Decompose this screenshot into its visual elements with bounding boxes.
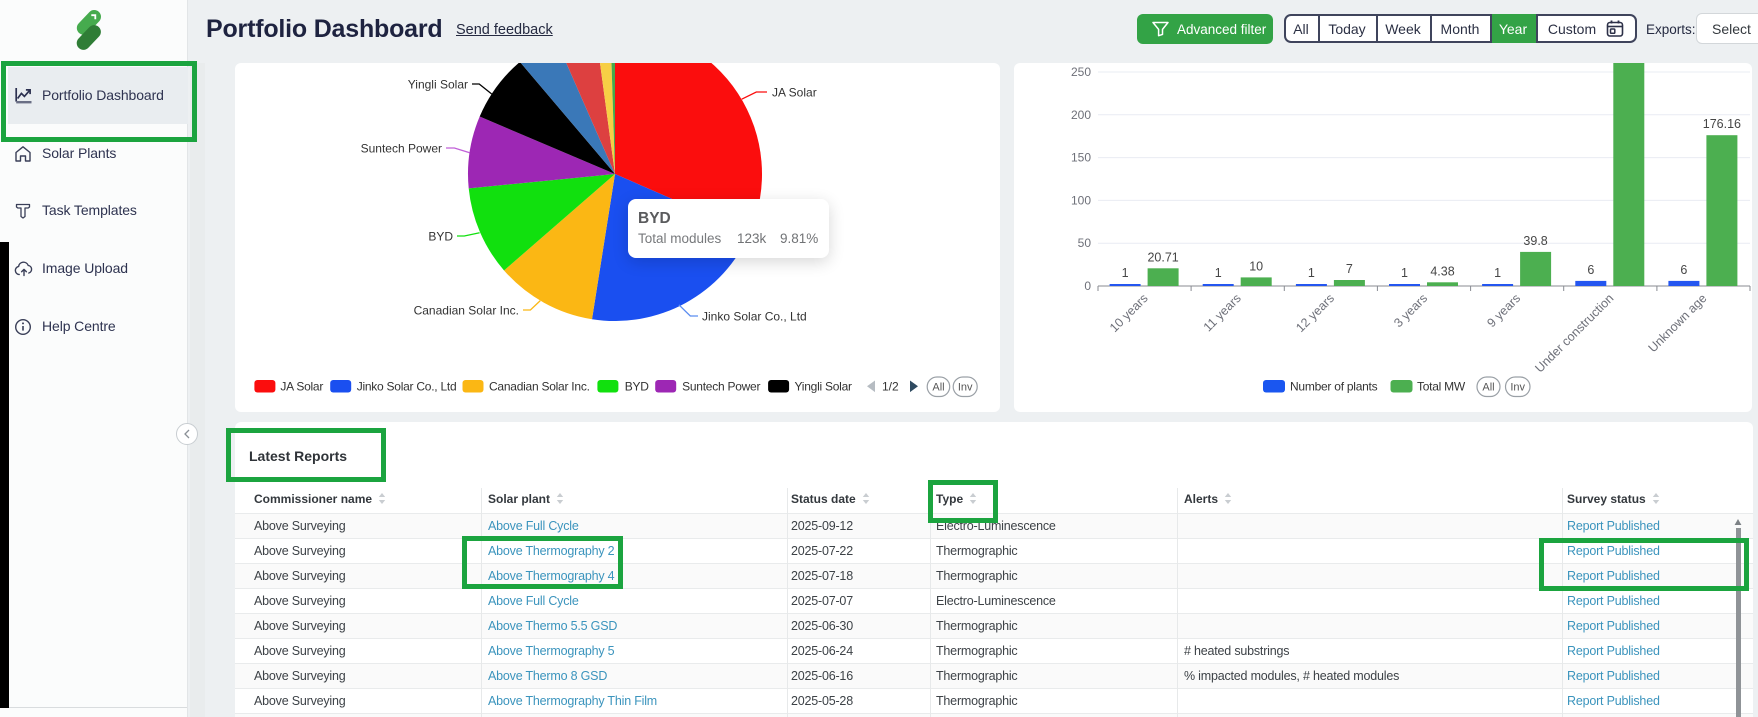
svg-text:All: All	[932, 382, 944, 394]
svg-text:200: 200	[1071, 108, 1091, 122]
svg-text:0: 0	[1084, 279, 1091, 293]
svg-text:10: 10	[1249, 259, 1263, 273]
svg-text:50: 50	[1078, 236, 1092, 250]
svg-text:7: 7	[1346, 262, 1353, 276]
svg-text:Yingli Solar: Yingli Solar	[795, 380, 853, 394]
svg-text:Jinko Solar Co., Ltd: Jinko Solar Co., Ltd	[702, 310, 807, 324]
svg-text:Inv: Inv	[958, 382, 973, 394]
svg-text:39.8: 39.8	[1523, 234, 1547, 248]
svg-text:Yingli Solar: Yingli Solar	[408, 78, 468, 92]
svg-text:3 years: 3 years	[1391, 291, 1430, 330]
svg-text:1/2: 1/2	[882, 380, 899, 394]
svg-text:12 years: 12 years	[1293, 291, 1337, 335]
svg-text:4.38: 4.38	[1430, 264, 1454, 278]
svg-text:6: 6	[1587, 263, 1594, 277]
svg-text:6: 6	[1680, 263, 1687, 277]
svg-text:Total MW: Total MW	[1417, 380, 1466, 394]
svg-text:Inv: Inv	[1510, 382, 1525, 394]
svg-text:176.16: 176.16	[1703, 117, 1741, 131]
svg-text:11 years: 11 years	[1201, 291, 1244, 334]
svg-text:250: 250	[1071, 65, 1091, 79]
svg-text:1: 1	[1494, 266, 1501, 280]
svg-text:1: 1	[1308, 266, 1315, 280]
svg-text:JA Solar: JA Solar	[280, 380, 323, 394]
svg-text:10 years: 10 years	[1107, 291, 1151, 335]
svg-text:20.71: 20.71	[1147, 250, 1178, 264]
svg-text:1: 1	[1401, 266, 1408, 280]
svg-text:BYD: BYD	[428, 230, 453, 244]
svg-text:9 years: 9 years	[1484, 291, 1523, 330]
svg-text:Canadian Solar Inc.: Canadian Solar Inc.	[489, 380, 590, 394]
svg-text:Canadian Solar Inc.: Canadian Solar Inc.	[414, 304, 519, 318]
svg-text:100: 100	[1071, 193, 1091, 207]
svg-text:All: All	[1482, 382, 1494, 394]
svg-text:Unknown age: Unknown age	[1646, 291, 1710, 355]
svg-text:JA Solar: JA Solar	[772, 86, 817, 100]
svg-text:BYD: BYD	[625, 380, 650, 394]
svg-text:Jinko Solar Co., Ltd: Jinko Solar Co., Ltd	[357, 380, 457, 394]
svg-text:1: 1	[1215, 266, 1222, 280]
svg-text:Suntech Power: Suntech Power	[361, 142, 442, 156]
svg-text:Suntech Power: Suntech Power	[682, 380, 760, 394]
svg-text:Under construction: Under construction	[1532, 291, 1616, 375]
svg-text:150: 150	[1071, 151, 1091, 165]
svg-text:Number of plants: Number of plants	[1290, 380, 1378, 394]
svg-text:1: 1	[1122, 266, 1129, 280]
